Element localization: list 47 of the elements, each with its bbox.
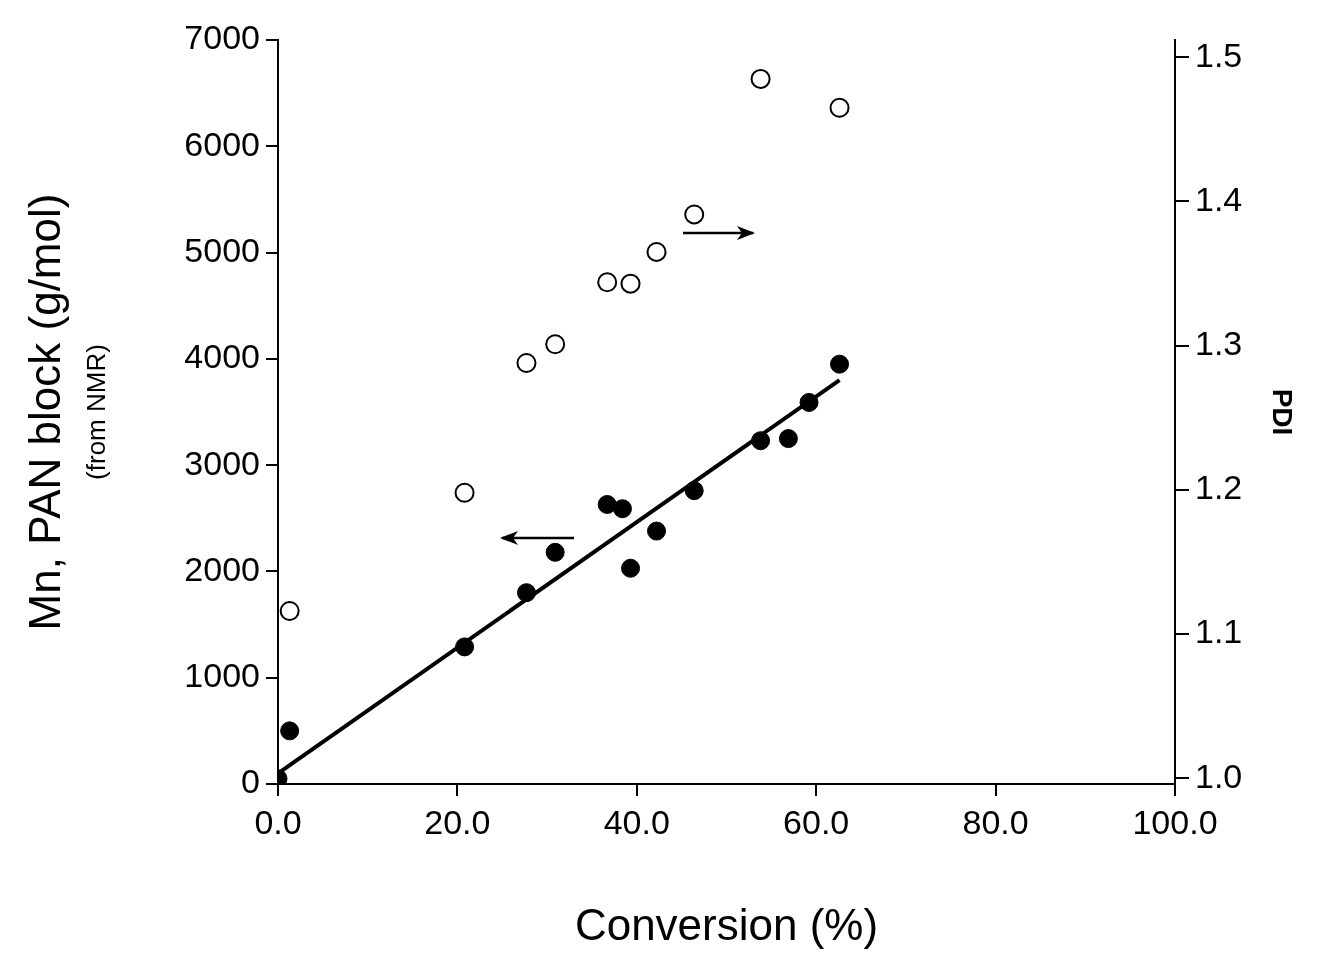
y-tick-label: 4000 (184, 337, 260, 376)
y2-tick-label: 1.4 (1195, 179, 1243, 218)
point (455, 637, 475, 657)
point (751, 431, 771, 451)
point (516, 583, 536, 603)
y2-axis-title: PDI (1267, 388, 1299, 436)
point (830, 354, 850, 374)
x-tick-label: 20.0 (424, 802, 491, 841)
point (684, 481, 704, 501)
y-tick-label: 5000 (184, 230, 260, 269)
point (597, 272, 618, 293)
point (545, 334, 566, 355)
text: (from NMR) (81, 344, 112, 480)
point (829, 97, 850, 118)
point (684, 204, 705, 225)
y-tick-label: 7000 (184, 18, 260, 57)
point (545, 542, 565, 562)
x-axis-title: Conversion (%) (574, 899, 879, 949)
y2-tick-label: 1.0 (1195, 756, 1243, 795)
point (620, 273, 641, 294)
point (646, 241, 667, 262)
y-tick-label: 2000 (184, 549, 260, 588)
point (597, 494, 617, 514)
point (454, 482, 475, 503)
point (516, 352, 537, 373)
y-tick-label: 1000 (184, 656, 260, 695)
point (621, 558, 641, 578)
x-tick-label: 60.0 (783, 802, 850, 841)
point (778, 429, 798, 449)
y2-tick-label: 1.2 (1195, 468, 1243, 507)
y2-tick-label: 1.3 (1195, 324, 1243, 363)
y-tick-label: 3000 (184, 443, 260, 482)
x-tick-label: 100.0 (1132, 802, 1218, 841)
point (750, 68, 771, 89)
x-tick-label: 0.0 (254, 802, 302, 841)
y2-tick-label: 1.1 (1195, 612, 1243, 651)
point (799, 392, 819, 412)
point (647, 521, 667, 541)
point (612, 499, 632, 519)
point (280, 721, 300, 741)
y2-tick-label: 1.5 (1195, 35, 1243, 74)
y-axis-title: Mn, PAN block (g/mol) (20, 193, 70, 631)
x-tick-label: 40.0 (603, 802, 670, 841)
y-tick-label: 6000 (184, 124, 260, 163)
x-tick-label: 80.0 (962, 802, 1029, 841)
y-tick-label: 0 (241, 762, 260, 801)
point (279, 600, 300, 621)
